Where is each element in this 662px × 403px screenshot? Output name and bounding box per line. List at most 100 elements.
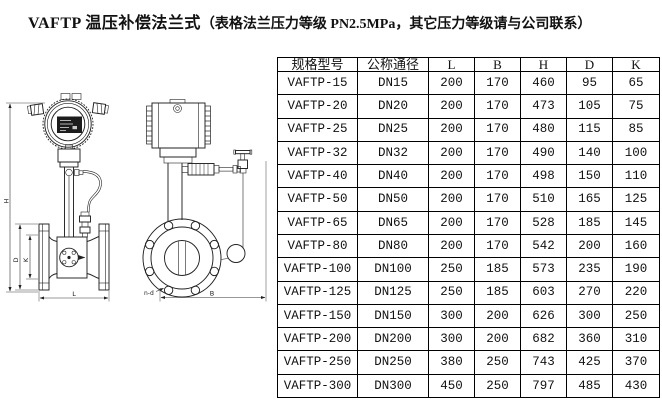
cell-K: 220 bbox=[612, 280, 660, 305]
cell-L: 200 bbox=[428, 210, 475, 235]
cell-H: 498 bbox=[520, 164, 567, 189]
cell-B: 250 bbox=[474, 373, 521, 399]
cell-B: 170 bbox=[474, 233, 521, 259]
dim-K: K bbox=[22, 234, 38, 280]
table-row: VAFTP-20 DN20 200 170 473 105 75 bbox=[277, 94, 660, 119]
cell-D: 360 bbox=[566, 327, 613, 352]
cell-model: VAFTP-250 bbox=[277, 350, 358, 375]
cell-L: 380 bbox=[428, 350, 475, 375]
cell-D: 95 bbox=[566, 70, 613, 96]
transmitter-head-side bbox=[146, 99, 211, 149]
dim-label-B: B bbox=[210, 290, 214, 298]
table-header-row: 规格型号 公称通径 L B H D K bbox=[277, 57, 660, 72]
cell-model: VAFTP-15 bbox=[277, 70, 358, 96]
cell-diameter: DN40 bbox=[357, 164, 429, 189]
dim-label-K: K bbox=[22, 257, 30, 262]
cell-K: 100 bbox=[612, 140, 660, 166]
cell-diameter: DN25 bbox=[357, 117, 429, 142]
table-row: VAFTP-200 DN200 300 200 682 360 310 bbox=[277, 327, 660, 352]
cell-H: 573 bbox=[520, 257, 567, 282]
cell-K: 75 bbox=[612, 94, 660, 119]
table-row: VAFTP-40 DN40 200 170 498 150 110 bbox=[277, 164, 660, 189]
cell-B: 170 bbox=[474, 70, 521, 96]
cell-K: 250 bbox=[612, 303, 660, 329]
cell-B: 170 bbox=[474, 117, 521, 142]
table-row: VAFTP-32 DN32 200 170 490 140 100 bbox=[277, 140, 660, 166]
cell-K: 85 bbox=[612, 117, 660, 142]
col-header-H: H bbox=[520, 57, 567, 72]
stem bbox=[64, 167, 74, 237]
table-row: VAFTP-100 DN100 250 185 573 235 190 bbox=[277, 257, 660, 282]
cell-B: 185 bbox=[474, 257, 521, 282]
cell-L: 200 bbox=[428, 117, 475, 142]
cell-H: 480 bbox=[520, 117, 567, 142]
cell-H: 542 bbox=[520, 233, 567, 259]
cell-model: VAFTP-150 bbox=[277, 303, 358, 329]
cell-H: 473 bbox=[520, 94, 567, 119]
cable-gland-left bbox=[27, 103, 45, 116]
title-main: VAFTP 温压补偿法兰式 bbox=[28, 15, 201, 32]
cell-D: 165 bbox=[566, 187, 613, 212]
cable-gland-right bbox=[91, 102, 109, 115]
cell-D: 270 bbox=[566, 280, 613, 305]
dim-L: L bbox=[38, 290, 110, 302]
needle-valve bbox=[233, 149, 253, 174]
page-title: VAFTP 温压补偿法兰式（表格法兰压力等级 PN2.5MPa，其它压力等级请与… bbox=[28, 9, 591, 33]
cell-H: 490 bbox=[520, 140, 567, 166]
cell-K: 110 bbox=[612, 164, 660, 189]
cell-B: 170 bbox=[474, 164, 521, 189]
cell-diameter: DN150 bbox=[357, 303, 429, 329]
cell-L: 200 bbox=[428, 233, 475, 259]
table-row: VAFTP-65 DN65 200 170 528 185 145 bbox=[277, 210, 660, 235]
dim-B: B bbox=[159, 161, 267, 302]
cell-D: 235 bbox=[566, 257, 613, 282]
cell-L: 200 bbox=[428, 94, 475, 119]
cell-D: 185 bbox=[566, 210, 613, 235]
cell-L: 200 bbox=[428, 187, 475, 212]
cell-B: 170 bbox=[474, 187, 521, 212]
table-row: VAFTP-25 DN25 200 170 480 115 85 bbox=[277, 117, 660, 142]
cell-L: 300 bbox=[428, 303, 475, 329]
side-view: n-d B bbox=[142, 99, 267, 302]
cell-diameter: DN65 bbox=[357, 210, 429, 235]
cell-B: 170 bbox=[474, 140, 521, 166]
cell-model: VAFTP-40 bbox=[277, 164, 358, 189]
bolt-note: n-d bbox=[144, 288, 164, 297]
bolt-note-label: n-d bbox=[144, 290, 154, 297]
table-row: VAFTP-15 DN15 200 170 460 95 65 bbox=[277, 70, 660, 96]
cell-diameter: DN200 bbox=[357, 327, 429, 352]
title-note: （表格法兰压力等级 PN2.5MPa，其它压力等级请与公司联系） bbox=[200, 17, 592, 32]
cell-L: 250 bbox=[428, 257, 475, 282]
cell-B: 250 bbox=[474, 350, 521, 375]
dim-label-L: L bbox=[72, 290, 76, 298]
cell-H: 682 bbox=[520, 327, 567, 352]
cell-model: VAFTP-300 bbox=[277, 373, 358, 399]
cell-L: 200 bbox=[428, 164, 475, 189]
cell-diameter: DN125 bbox=[357, 280, 429, 305]
side-neck bbox=[159, 147, 197, 158]
head-neck bbox=[57, 148, 81, 163]
cell-D: 485 bbox=[566, 373, 613, 399]
flange-left bbox=[38, 223, 50, 291]
cell-B: 200 bbox=[474, 327, 521, 352]
dim-label-H: H bbox=[3, 198, 11, 203]
col-header-K: K bbox=[612, 57, 660, 72]
cell-D: 105 bbox=[566, 94, 613, 119]
cell-H: 603 bbox=[520, 280, 567, 305]
mount-bracket bbox=[59, 161, 79, 168]
cell-model: VAFTP-50 bbox=[277, 187, 358, 212]
cell-diameter: DN15 bbox=[357, 70, 429, 96]
pressure-valve-assembly bbox=[181, 149, 253, 263]
cell-B: 185 bbox=[474, 280, 521, 305]
pipe-neck bbox=[48, 236, 58, 242]
col-header-B: B bbox=[474, 57, 521, 72]
cell-K: 145 bbox=[612, 210, 660, 235]
cell-L: 200 bbox=[428, 140, 475, 166]
table-row: VAFTP-300 DN300 450 250 797 485 430 bbox=[277, 373, 660, 399]
pressure-tube bbox=[74, 169, 102, 213]
cell-D: 200 bbox=[566, 233, 613, 259]
cell-H: 528 bbox=[520, 210, 567, 235]
col-header-L: L bbox=[428, 57, 475, 72]
cell-model: VAFTP-65 bbox=[277, 210, 358, 235]
cell-K: 160 bbox=[612, 233, 660, 259]
